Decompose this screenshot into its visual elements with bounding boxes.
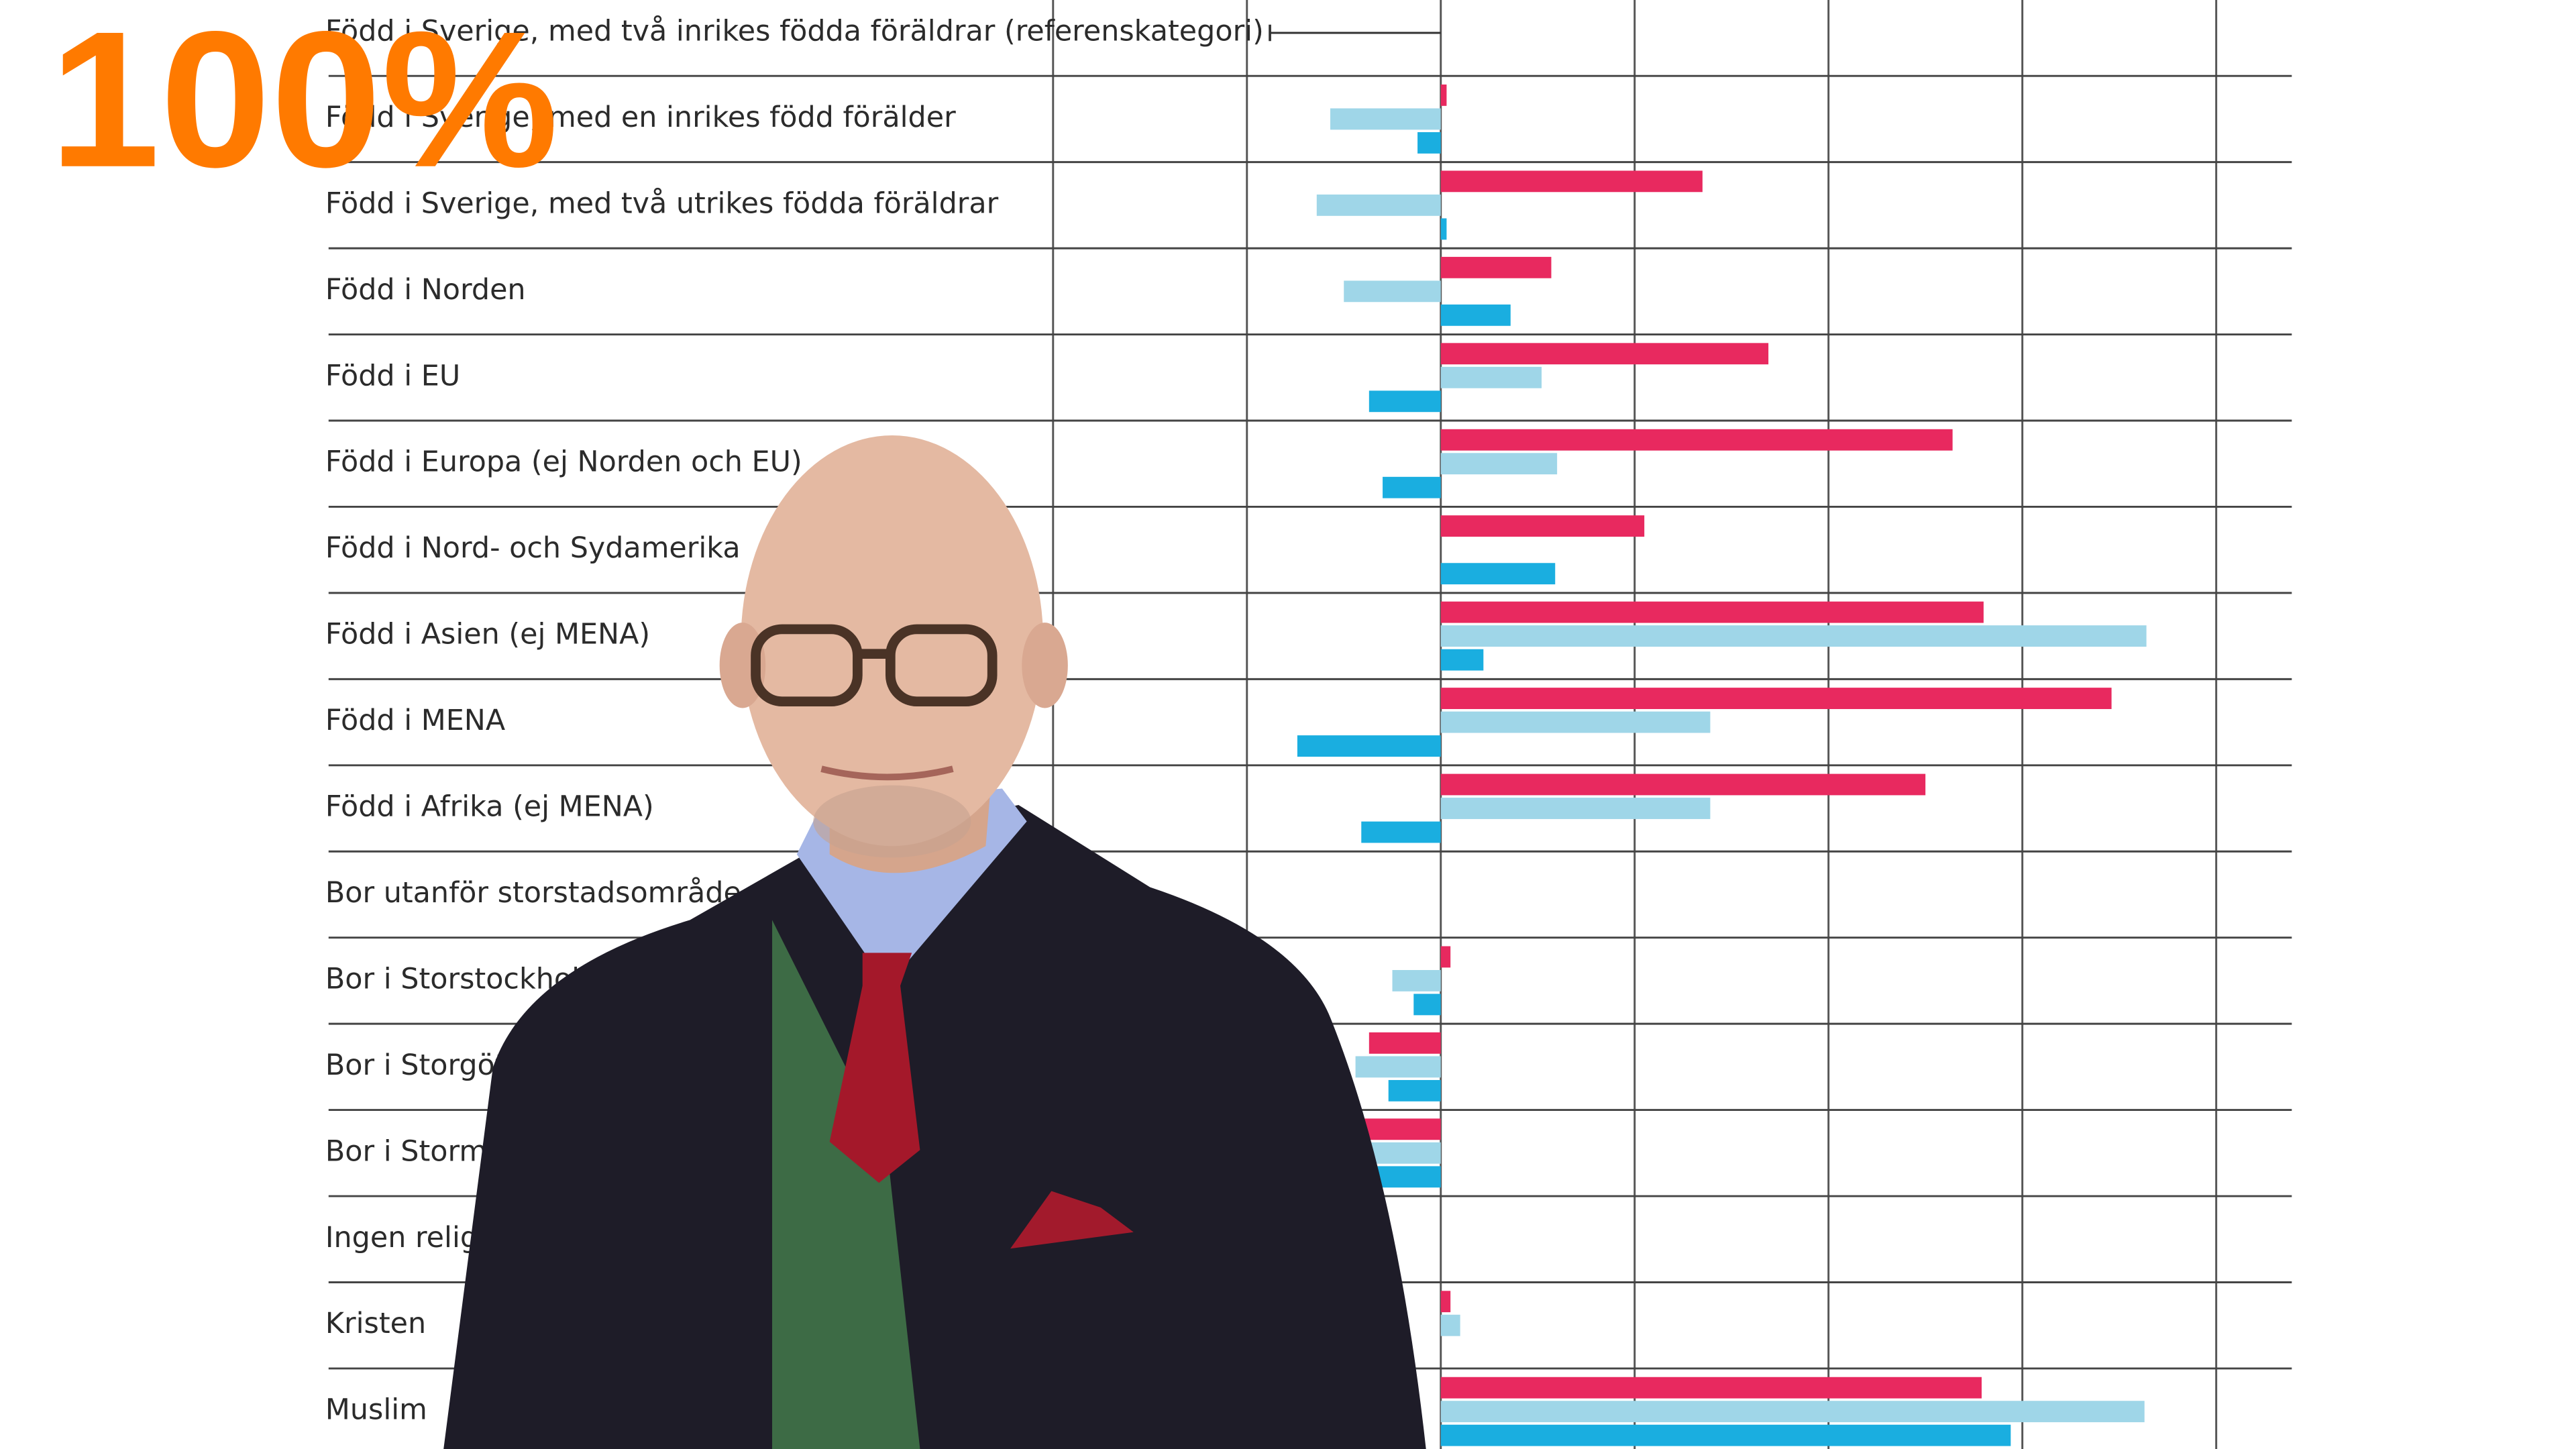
logo: 100% [49, 0, 558, 208]
bar [1440, 1377, 1982, 1399]
category-label: Född i Sverige, med en inrikes född förä… [325, 101, 956, 134]
category-label: Bor utanför storstadsområde [325, 876, 741, 910]
bar [1440, 798, 1711, 819]
bar [1440, 1424, 2011, 1446]
suit [443, 805, 1426, 1449]
bar [1392, 970, 1441, 991]
bar [1440, 1401, 2145, 1423]
chart: Född i Sverige, med två inrikes födda fö… [325, 0, 2292, 1449]
bar [1440, 1291, 1451, 1313]
category-label: Född i Europa (ej Norden och EU) [325, 445, 802, 479]
bar [1368, 390, 1441, 413]
bar [1440, 453, 1558, 475]
bar [1440, 170, 1703, 193]
category-label: Född i MENA [325, 704, 505, 737]
bar [1355, 1056, 1441, 1078]
bar [1368, 1142, 1441, 1164]
category-label: Muslim [325, 1393, 427, 1427]
bar [1316, 194, 1441, 216]
bar [1440, 711, 1711, 733]
category-label: Född i Nord- och Sydamerika [325, 531, 741, 565]
bar [1440, 773, 1926, 796]
category-label: Född i Sverige, med två utrikes födda fö… [325, 186, 999, 220]
bar [1440, 515, 1645, 537]
bar [1330, 108, 1441, 130]
bar [1363, 1118, 1441, 1140]
bar [1440, 625, 2147, 647]
bar [1344, 280, 1441, 303]
bar [1440, 429, 1953, 451]
mouth [820, 765, 954, 781]
pocket-square [1010, 1191, 1134, 1249]
bar [1417, 132, 1441, 154]
bar [1440, 688, 2112, 709]
bar [1440, 946, 1451, 968]
vest [772, 920, 920, 1449]
bar [1440, 563, 1556, 585]
bar [1440, 649, 1484, 671]
tie [829, 953, 920, 1183]
bar [1440, 1314, 1460, 1336]
person-photo [443, 435, 1426, 1449]
beard [813, 785, 971, 858]
ear [1022, 623, 1068, 708]
bar [1440, 343, 1769, 365]
category-label: Kristen [325, 1307, 426, 1340]
category-label: Född i EU [325, 359, 460, 392]
bar [1297, 735, 1441, 757]
category-label: Född i Norden [325, 273, 526, 307]
category-label: Född i Sverige, med två inrikes födda fö… [325, 14, 1264, 48]
bar [1440, 304, 1511, 326]
bar [1383, 476, 1441, 498]
bar [1440, 256, 1552, 278]
bar [1440, 601, 1984, 623]
bar [1440, 366, 1542, 388]
category-label: Född i Afrika (ej MENA) [325, 790, 654, 824]
bar [1368, 1032, 1441, 1054]
glasses [751, 624, 998, 707]
bar [1388, 1079, 1441, 1102]
bar [1413, 994, 1441, 1016]
bar [1361, 821, 1441, 843]
bar [1440, 85, 1447, 106]
bar [1440, 218, 1447, 240]
category-label: Född i Asien (ej MENA) [325, 618, 650, 651]
